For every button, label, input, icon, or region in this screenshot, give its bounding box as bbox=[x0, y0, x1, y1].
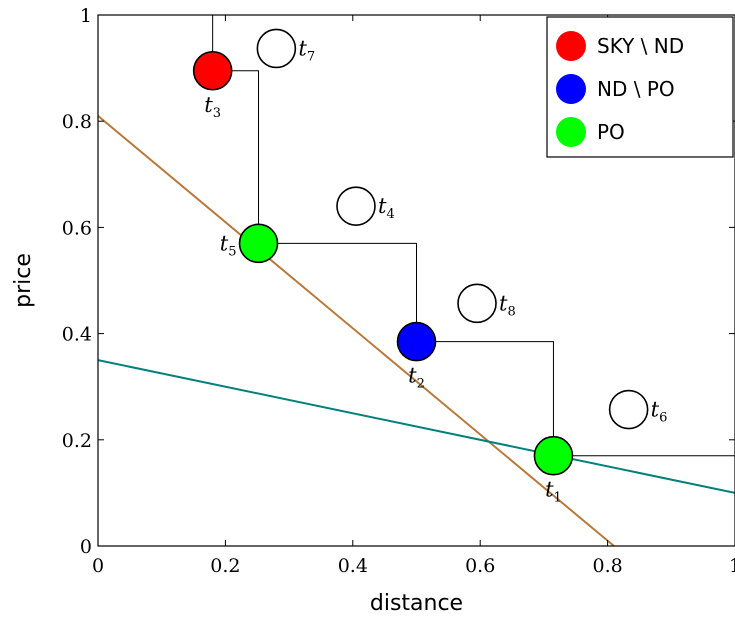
point-label-t2: t2 bbox=[408, 364, 425, 392]
legend-swatch-po bbox=[556, 117, 586, 147]
y-tick-label: 1 bbox=[80, 5, 92, 27]
y-tick-label: 0.4 bbox=[62, 324, 92, 346]
x-tick-label: 0.8 bbox=[592, 555, 622, 577]
shallow-line bbox=[97, 359, 735, 494]
x-tick-label: 0.2 bbox=[210, 555, 240, 577]
y-tick-label: 0.8 bbox=[62, 111, 92, 133]
y-axis-title: price bbox=[11, 253, 36, 308]
point-t1 bbox=[533, 435, 574, 476]
legend: SKY \ ND ND \ PO PO bbox=[546, 16, 734, 158]
steep-line bbox=[97, 115, 615, 547]
point-t3 bbox=[192, 50, 233, 91]
x-axis-title: distance bbox=[370, 591, 463, 616]
point-label-t7: t7 bbox=[298, 36, 315, 64]
point-t5 bbox=[238, 223, 279, 264]
point-label-t6: t6 bbox=[651, 398, 668, 426]
legend-swatch-sky_nd bbox=[556, 31, 586, 61]
point-t4 bbox=[336, 186, 376, 226]
x-tick-label: 0.4 bbox=[338, 555, 368, 577]
point-t6 bbox=[608, 389, 649, 430]
y-tick-label: 0.2 bbox=[62, 430, 92, 452]
plot-frame bbox=[97, 14, 735, 547]
y-tick-label: 0 bbox=[80, 536, 92, 558]
x-tick-label: 0.6 bbox=[465, 555, 495, 577]
point-t7 bbox=[256, 28, 297, 69]
y-tick-label: 0.6 bbox=[62, 217, 92, 239]
point-t8 bbox=[457, 283, 497, 324]
ticks-layer: 00 0.2 0.2 0.4 0.4 0.6 0.6 0.8 0.8 1 1 bbox=[62, 5, 735, 577]
point-label-t3: t3 bbox=[204, 93, 221, 121]
x-tick-label: 0 bbox=[92, 555, 104, 577]
legend-swatch-nd_po bbox=[556, 74, 586, 104]
legend-label-sky_nd: SKY \ ND bbox=[597, 34, 684, 58]
point-label-t8: t8 bbox=[499, 291, 516, 319]
point-label-t5: t5 bbox=[220, 231, 237, 259]
point-label-t1: t1 bbox=[545, 478, 562, 506]
points-layer: t1 t2 t3 t4 t5 t6 t7 t8 bbox=[192, 28, 668, 506]
line-layer bbox=[97, 115, 735, 547]
legend-label-po: PO bbox=[597, 120, 625, 144]
x-tick-label: 1 bbox=[729, 555, 735, 577]
point-label-t4: t4 bbox=[378, 194, 395, 222]
point-t2 bbox=[396, 321, 437, 362]
legend-label-nd_po: ND \ PO bbox=[597, 77, 675, 101]
